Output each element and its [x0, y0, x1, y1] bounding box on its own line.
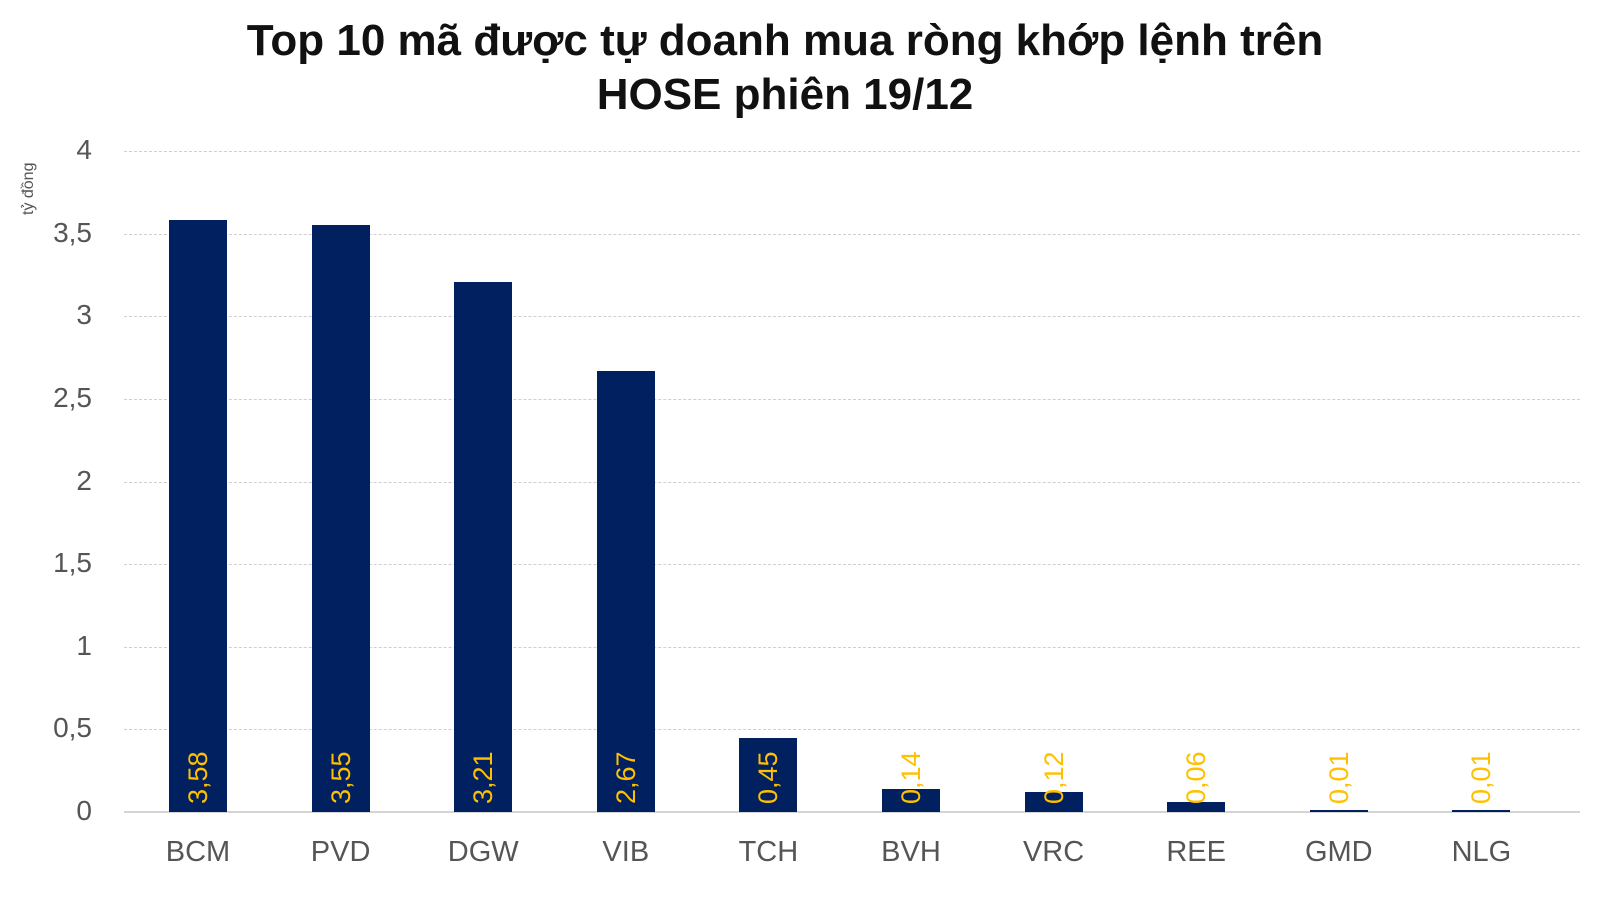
x-tick-label: PVD	[310, 836, 371, 868]
gridline	[124, 646, 1580, 648]
y-axis-label: tỷ đồng	[20, 162, 37, 215]
y-tick-label: 2	[76, 464, 92, 496]
bar-bvh	[882, 788, 940, 812]
bar-bcm	[169, 220, 227, 812]
y-tick-label: 2,5	[53, 381, 92, 413]
gridline	[124, 398, 1580, 400]
x-tick-label: GMD	[1304, 836, 1373, 868]
bar-gmd	[1309, 810, 1368, 812]
gridline	[124, 151, 1580, 152]
x-tick-label: TCH	[738, 836, 799, 868]
data-label: 0,01	[1466, 751, 1497, 804]
data-label: 0,06	[1181, 751, 1212, 804]
x-tick-label: BCM	[165, 836, 231, 868]
data-label: 2,67	[610, 751, 641, 804]
gridline	[124, 729, 1580, 731]
gridline	[124, 481, 1580, 483]
gridline	[124, 564, 1580, 566]
data-label: 0,01	[1323, 751, 1354, 804]
bar-ree	[1167, 802, 1226, 812]
y-tick-label: 0	[76, 795, 92, 826]
gridline	[124, 233, 1580, 235]
x-tick-label: DGW	[447, 836, 519, 868]
y-tick-label: 4	[76, 134, 92, 165]
y-tick-label: 1	[76, 629, 92, 661]
data-label: 3,21	[468, 751, 499, 804]
y-tick-label: 0,5	[53, 712, 92, 744]
chart-title-line-1: Top 10 mã được tự doanh mua ròng khớp lệ…	[246, 16, 1324, 65]
bar-pvd	[311, 225, 370, 812]
data-label: 0,12	[1038, 751, 1069, 804]
y-tick-label: 3	[76, 299, 92, 331]
x-axis-baseline	[124, 811, 1580, 813]
y-tick-label: 1,5	[53, 547, 92, 579]
data-label: 0,45	[753, 751, 784, 804]
bar-vrc	[1024, 792, 1083, 812]
data-label: 3,58	[183, 751, 213, 804]
x-tick-label: NLG	[1451, 836, 1512, 868]
bar-dgw	[454, 281, 513, 812]
x-tick-label: BVH	[881, 836, 941, 868]
data-label: 3,55	[325, 751, 356, 804]
chart-title: Top 10 mã được tự doanh mua ròng khớp lệ…	[0, 14, 1570, 122]
gridline	[124, 316, 1580, 318]
y-tick-label: 3,5	[53, 216, 92, 248]
bar-tch	[739, 737, 798, 812]
data-label: 0,14	[896, 751, 926, 804]
x-tick-label: REE	[1166, 836, 1226, 868]
bar-vib	[596, 370, 655, 812]
x-tick-label: VIB	[602, 836, 650, 868]
chart-title-line-2: HOSE phiên 19/12	[596, 70, 974, 119]
x-tick-label: VRC	[1022, 836, 1085, 868]
bar-nlg	[1452, 810, 1511, 812]
